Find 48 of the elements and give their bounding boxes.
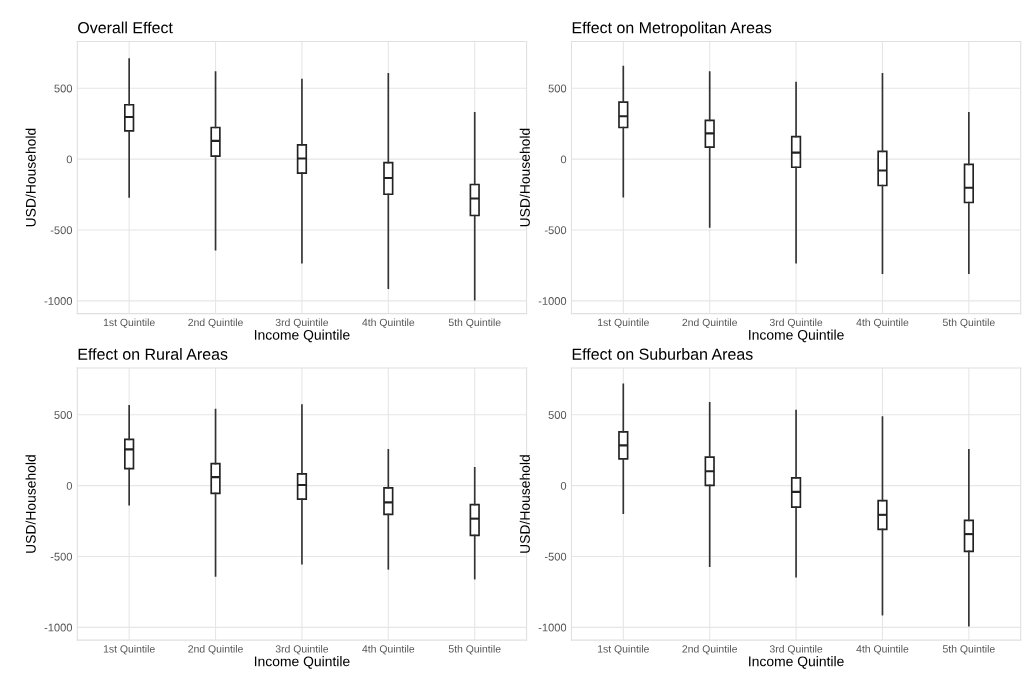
- y-tick-label: -1000: [44, 297, 73, 305]
- x-tick-label: 5th Quintile: [942, 644, 995, 655]
- x-tick-label: 2nd Quintile: [188, 644, 243, 655]
- chart-title: Overall Effect: [78, 21, 173, 34]
- y-axis-title: USD/Household: [519, 455, 530, 553]
- x-axis-title: Income Quintile: [254, 329, 350, 343]
- x-tick-label: 4th Quintile: [362, 318, 415, 328]
- y-tick-label: -1000: [538, 623, 567, 632]
- y-tick-label: 500: [548, 84, 567, 93]
- y-axis-title: USD/Household: [25, 128, 36, 227]
- y-tick-label: 0: [66, 481, 73, 490]
- x-tick-label: 5th Quintile: [448, 644, 501, 655]
- y-tick-label: 0: [560, 481, 567, 490]
- y-tick-label: -1000: [44, 623, 73, 632]
- y-tick-label: 500: [54, 411, 73, 419]
- x-tick-label: 1st Quintile: [598, 318, 649, 328]
- y-tick-label: 500: [548, 411, 567, 419]
- y-tick-label: -500: [50, 226, 73, 235]
- x-tick-label: 2nd Quintile: [682, 318, 738, 328]
- x-axis-title: Income Quintile: [749, 656, 844, 669]
- x-tick-label: 4th Quintile: [856, 644, 909, 655]
- x-axis-title: Income Quintile: [749, 329, 844, 343]
- chart-title: Effect on Metropolitan Areas: [572, 21, 772, 37]
- x-tick-label: 3rd Quintile: [769, 644, 823, 655]
- x-tick-label: 2nd Quintile: [682, 644, 738, 655]
- chart-title: Effect on Suburban Areas: [572, 348, 753, 360]
- x-tick-label: 1st Quintile: [598, 644, 649, 655]
- x-tick-label: 3rd Quintile: [769, 318, 823, 328]
- y-tick-label: 500: [54, 84, 73, 93]
- x-tick-label: 5th Quintile: [942, 318, 995, 328]
- x-tick-label: 2nd Quintile: [188, 318, 243, 328]
- x-tick-label: 3rd Quintile: [275, 644, 329, 655]
- y-tick-label: -1000: [538, 297, 567, 305]
- y-tick-label: 0: [560, 155, 567, 164]
- y-tick-label: -500: [50, 552, 73, 561]
- x-tick-label: 4th Quintile: [856, 318, 909, 328]
- x-tick-label: 4th Quintile: [362, 644, 415, 655]
- x-tick-label: 3rd Quintile: [275, 318, 329, 328]
- x-tick-label: 1st Quintile: [103, 644, 155, 655]
- y-tick-label: -500: [544, 552, 567, 561]
- x-tick-label: 5th Quintile: [448, 318, 501, 328]
- x-axis-title: Income Quintile: [254, 656, 350, 669]
- y-tick-label: 0: [66, 155, 73, 164]
- chart-title: Effect on Rural Areas: [78, 348, 228, 360]
- y-axis-title: USD/Household: [25, 455, 36, 553]
- y-axis-title: USD/Household: [519, 128, 530, 227]
- x-tick-label: 1st Quintile: [103, 318, 155, 328]
- y-tick-label: -500: [544, 226, 567, 235]
